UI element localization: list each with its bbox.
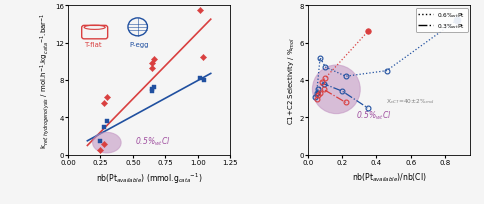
Ellipse shape (312, 66, 360, 114)
Text: 0.5%$_{wt}$Cl: 0.5%$_{wt}$Cl (135, 135, 171, 147)
Y-axis label: C1+C2 Selectivity / %$_{mol}$: C1+C2 Selectivity / %$_{mol}$ (286, 37, 296, 124)
Legend: 0.6%$_{wt}$Pt, 0.3%$_{wt}$Pt: 0.6%$_{wt}$Pt, 0.3%$_{wt}$Pt (415, 9, 467, 33)
Text: P-egg: P-egg (129, 41, 149, 47)
Ellipse shape (92, 133, 121, 153)
Y-axis label: k$_{ref,hydrogenolysis}$ / mol.h$^{-1}$.kg$_{cata}$$^{-1}$.bar$^{-1}$: k$_{ref,hydrogenolysis}$ / mol.h$^{-1}$.… (38, 13, 52, 149)
Text: T-flat: T-flat (84, 41, 102, 47)
X-axis label: nb(Pt$_{available}$)/nb(Cl): nb(Pt$_{available}$)/nb(Cl) (351, 171, 426, 183)
X-axis label: nb(Pt$_{available}$) (mmol.g$_{cata}$$^{-1}$): nb(Pt$_{available}$) (mmol.g$_{cata}$$^{… (96, 171, 202, 185)
Text: X$_{nC7}$=40±2%$_{mol}$: X$_{nC7}$=40±2%$_{mol}$ (385, 97, 434, 106)
Text: 0.5%$_{wt}$Cl: 0.5%$_{wt}$Cl (355, 109, 391, 121)
